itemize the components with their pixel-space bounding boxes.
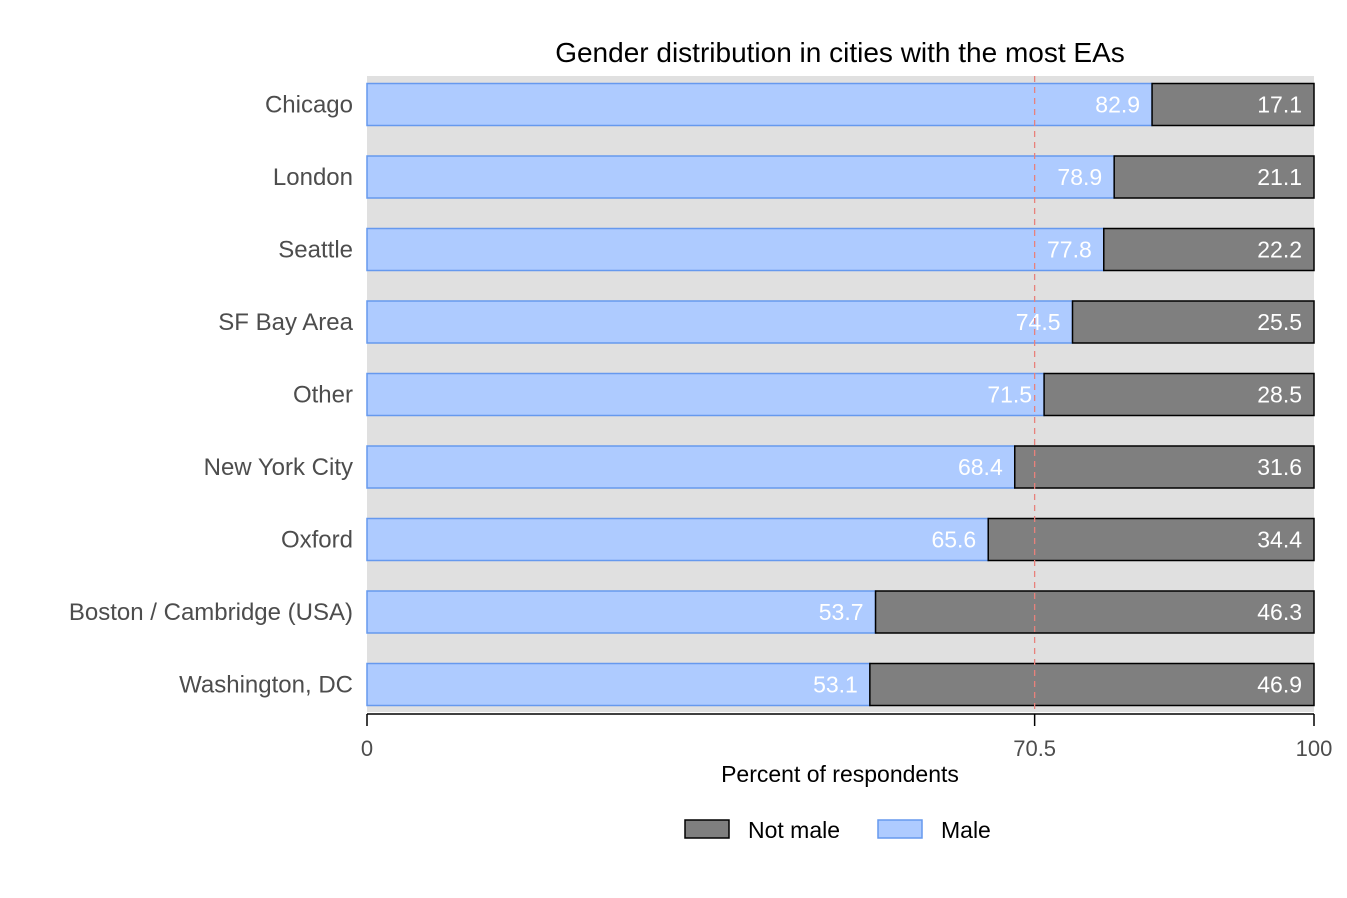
value-label-male: 65.6	[931, 527, 976, 553]
category-label: New York City	[204, 454, 353, 481]
value-label-not-male: 34.4	[1257, 527, 1302, 553]
category-label: Boston / Cambridge (USA)	[69, 599, 353, 626]
x-tick-label: 70.5	[1013, 736, 1056, 761]
bar-male	[366, 82, 1153, 127]
value-label-male: 78.9	[1057, 164, 1102, 190]
legend-label: Male	[941, 817, 991, 843]
bar-male	[366, 590, 877, 634]
legend-label: Not male	[748, 817, 840, 843]
bar-not-male	[1113, 155, 1315, 199]
legend-key	[684, 819, 730, 839]
value-label-not-male: 22.2	[1257, 237, 1302, 263]
bar-male	[366, 300, 1074, 344]
bar-male	[366, 155, 1115, 199]
bar-not-male	[1013, 445, 1315, 489]
bar-male	[366, 372, 1045, 417]
bar-not-male	[1043, 372, 1315, 417]
category-label: Seattle	[278, 237, 353, 264]
bar-not-male	[869, 662, 1315, 707]
legend-key	[877, 819, 923, 839]
category-label: Other	[293, 382, 353, 409]
x-ticks: 0 70.5 100	[361, 714, 1332, 761]
value-label-not-male: 46.3	[1257, 599, 1302, 625]
value-label-male: 53.7	[819, 599, 864, 625]
value-label-not-male: 46.9	[1257, 672, 1302, 698]
legend: Not male Male	[684, 817, 991, 843]
bar-not-male	[1151, 82, 1315, 127]
value-label-not-male: 17.1	[1257, 92, 1302, 118]
value-label-not-male: 28.5	[1257, 382, 1302, 408]
bar-not-male	[874, 590, 1315, 634]
value-label-male: 68.4	[958, 454, 1003, 480]
bar-not-male	[1071, 300, 1315, 344]
bar-not-male	[987, 517, 1315, 562]
category-label: SF Bay Area	[218, 309, 353, 336]
value-label-male: 77.8	[1047, 237, 1092, 263]
chart-title: Gender distribution in cities with the m…	[555, 37, 1125, 68]
bar-not-male	[1103, 227, 1315, 272]
value-label-not-male: 25.5	[1257, 309, 1302, 335]
category-label: Oxford	[281, 527, 353, 554]
category-label: Washington, DC	[179, 672, 353, 699]
bar-male	[366, 517, 989, 562]
bars-group: 82.9 17.1 78.9 21.1 77.8 22.2 74.5 25.5 71.5 28.5…	[366, 82, 1315, 707]
x-tick-label: 0	[361, 736, 373, 761]
category-label: Chicago	[265, 92, 353, 119]
bar-male	[366, 227, 1105, 272]
x-axis-title: Percent of respondents	[721, 761, 959, 787]
value-label-male: 53.1	[813, 672, 858, 698]
x-tick-label: 100	[1296, 736, 1333, 761]
value-label-male: 71.5	[987, 382, 1032, 408]
category-labels: Chicago London Seattle SF Bay Area Other New …	[69, 92, 354, 699]
value-label-male: 82.9	[1095, 92, 1140, 118]
value-label-male: 74.5	[1016, 309, 1061, 335]
bar-male	[366, 445, 1016, 489]
bar-male	[366, 662, 871, 707]
value-label-not-male: 21.1	[1257, 164, 1302, 190]
category-label: London	[273, 164, 353, 191]
value-label-not-male: 31.6	[1257, 454, 1302, 480]
